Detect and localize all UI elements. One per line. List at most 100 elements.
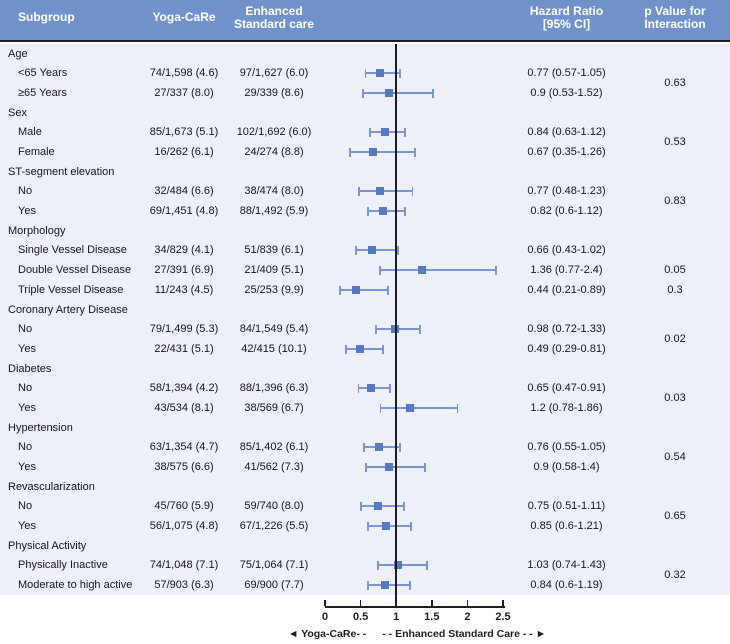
hazard-ratio-marker: [385, 463, 394, 471]
forest-plot-cell: [325, 122, 513, 142]
row-label: Female: [18, 146, 55, 158]
ci-cap-right: [423, 462, 426, 472]
yoga-care-value: 57/903 (6.3): [154, 579, 214, 591]
ci-cap-left: [376, 560, 379, 570]
reference-line-hr-1: [395, 44, 398, 608]
row-label: Yes: [18, 461, 36, 473]
hazard-ratio-marker: [375, 69, 384, 77]
yoga-care-value: 56/1,075 (4.8): [149, 520, 219, 532]
hazard-ratio-text: 0.9 (0.53-1.52): [530, 87, 603, 99]
header-hazard-ratio: Hazard Ratio [95% CI]: [529, 3, 604, 31]
forest-plot-cell: [325, 319, 513, 339]
section-header-row: Revascularization: [0, 477, 730, 496]
subgroup-section: Coronary Artery Disease No 79/1,499 (5.3) 8…: [0, 300, 730, 359]
hazard-ratio-marker: [368, 148, 377, 156]
hazard-ratio-text: 0.77 (0.48-1.23): [527, 185, 606, 197]
confidence-interval-line: [362, 92, 434, 94]
ci-cap-left: [366, 206, 369, 216]
axis-tick: [324, 600, 326, 606]
forest-plot-cell: [325, 83, 513, 103]
row-label: No: [18, 382, 33, 394]
table-row: Yes 43/534 (8.1) 38/569 (6.7) 1.2 (0.78-1.8…: [0, 398, 730, 418]
table-row: ≥65 Years 27/337 (8.0) 29/339 (8.6) 0.9 (0.…: [0, 83, 730, 103]
ci-cap-right: [410, 521, 413, 531]
hazard-ratio-text: 1.36 (0.77-2.4): [530, 264, 603, 276]
yoga-care-value: 45/760 (5.9): [154, 500, 214, 512]
ci-cap-right: [413, 147, 416, 157]
table-row: Moderate to high active 57/903 (6.3) 69/90…: [0, 575, 730, 595]
p-value-row: 0.05: [664, 264, 686, 276]
forest-plot-cell: [325, 240, 513, 260]
confidence-interval-line: [359, 190, 413, 192]
hazard-ratio-text: 0.77 (0.57-1.05): [527, 67, 606, 79]
header-plot-spacer: [325, 0, 513, 40]
axis-tick-label: 2: [464, 611, 471, 623]
axis-tick-label: 0: [321, 611, 329, 623]
enhanced-standard-care-value: 102/1,692 (6.0): [236, 126, 312, 138]
ci-cap-left: [366, 580, 369, 590]
yoga-care-value: 85/1,673 (5.1): [149, 126, 219, 138]
subgroup-section: Revascularization No 45/760 (5.9) 59/740 (8…: [0, 477, 730, 536]
subgroup-section: Age <65 Years 74/1,598 (4.6) 97/1,627 (6.0)…: [0, 44, 730, 103]
axis-tick-label: 1: [393, 611, 400, 623]
forest-plot-cell: [325, 201, 513, 221]
enhanced-standard-care-value: 42/415 (10.1): [241, 343, 307, 355]
enhanced-standard-care-value: 88/1,396 (6.3): [239, 382, 309, 394]
table-header: Subgroup Yoga-CaRe Enhanced Standard car…: [0, 0, 730, 42]
forest-plot-cell: [325, 378, 513, 398]
forest-plot-cell: [325, 457, 513, 477]
yoga-care-value: 22/431 (5.1): [154, 343, 214, 355]
section-label: Revascularization: [8, 480, 95, 493]
section-label: Age: [8, 47, 28, 60]
ci-cap-right: [411, 186, 414, 196]
ci-cap-left: [366, 521, 369, 531]
confidence-interval-line: [379, 269, 496, 271]
hazard-ratio-marker: [367, 246, 376, 254]
enhanced-standard-care-value: 85/1,402 (6.1): [239, 441, 309, 453]
section-label: Hypertension: [8, 421, 73, 434]
ci-cap-left: [365, 462, 368, 472]
hazard-ratio-marker: [394, 561, 403, 569]
subgroup-section: Morphology Single Vessel Disease 34/829 (4…: [0, 221, 730, 300]
row-label: Yes: [18, 520, 36, 532]
header-yoga-care: Yoga-CaRe: [152, 10, 216, 25]
table-row: Double Vessel Disease 27/391 (6.9) 21/409 …: [0, 260, 730, 280]
ci-cap-left: [349, 147, 351, 157]
header-enhanced-standard-care: Enhanced Standard care: [233, 3, 315, 31]
axis-tick-label: 2.5: [495, 611, 511, 623]
ci-cap-right: [408, 580, 411, 590]
p-value-interaction: 0.03: [664, 392, 686, 404]
header-p-value: p Value for Interaction: [644, 3, 706, 31]
forest-plot-cell: [325, 437, 513, 457]
p-value-interaction: 0.54: [664, 451, 686, 463]
table-row: Physically Inactive 74/1,048 (7.1) 75/1,06…: [0, 555, 730, 575]
enhanced-standard-care-value: 38/569 (6.7): [244, 402, 304, 414]
enhanced-standard-care-value: 21/409 (5.1): [244, 264, 304, 276]
enhanced-standard-care-value: 25/253 (9.9): [244, 284, 304, 296]
ci-cap-left: [358, 186, 361, 196]
forest-plot-cell: [325, 496, 513, 516]
yoga-care-value: 63/1,354 (4.7): [149, 441, 219, 453]
table-row: No 63/1,354 (4.7) 85/1,402 (6.1) 0.76 (0.55…: [0, 437, 730, 457]
hazard-ratio-text: 0.66 (0.43-1.02): [527, 244, 606, 256]
hazard-ratio-text: 0.9 (0.58-1.4): [533, 461, 600, 473]
ci-cap-right: [396, 245, 399, 255]
header-subgroup: Subgroup: [18, 10, 75, 25]
ci-cap-right: [403, 501, 405, 511]
section-label: Diabetes: [8, 362, 52, 375]
table-row: Yes 22/431 (5.1) 42/415 (10.1) 0.49 (0.29-0…: [0, 339, 730, 359]
table-row: <65 Years 74/1,598 (4.6) 97/1,627 (6.0) 0.7…: [0, 63, 730, 83]
ci-cap-right: [398, 68, 401, 78]
ci-cap-left: [360, 501, 363, 511]
ci-cap-left: [339, 285, 341, 295]
row-label: Double Vessel Disease: [18, 264, 132, 276]
row-label: Moderate to high active: [18, 579, 133, 591]
p-value-interaction: 0.83: [664, 195, 686, 207]
hazard-ratio-marker: [379, 207, 388, 215]
forest-plot-cell: [325, 339, 513, 359]
ci-cap-right: [387, 285, 390, 295]
axis-tick: [466, 600, 469, 606]
table-row: Yes 69/1,451 (4.8) 88/1,492 (5.9) 0.82 (0.6…: [0, 201, 730, 221]
ci-cap-left: [378, 265, 381, 275]
forest-plot-cell: [325, 181, 513, 201]
